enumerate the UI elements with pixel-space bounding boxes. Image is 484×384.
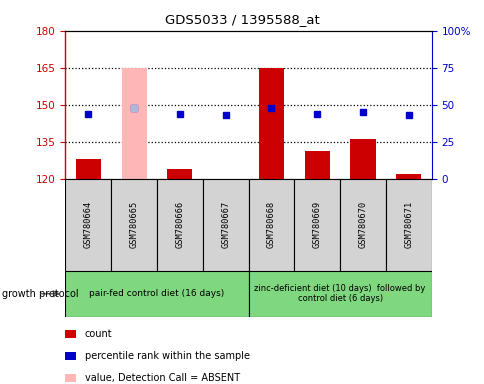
Text: value, Detection Call = ABSENT: value, Detection Call = ABSENT (85, 373, 240, 383)
Bar (121, 68, 147, 179)
Text: GSM780664: GSM780664 (84, 201, 92, 248)
Bar (65, 374, 76, 382)
Text: GSM780666: GSM780666 (175, 201, 184, 248)
Text: percentile rank within the sample: percentile rank within the sample (85, 351, 249, 361)
Bar (304, 151, 329, 179)
Text: GSM780671: GSM780671 (404, 201, 412, 248)
Bar (258, 68, 284, 179)
Bar (167, 169, 192, 179)
Bar (248, 271, 431, 317)
Bar (65, 179, 111, 271)
Bar (248, 179, 294, 271)
Bar (212, 179, 238, 184)
Bar (395, 174, 421, 179)
Bar (202, 179, 248, 271)
Text: pair-fed control diet (16 days): pair-fed control diet (16 days) (89, 289, 224, 298)
Bar (294, 179, 339, 271)
Text: GDS5033 / 1395588_at: GDS5033 / 1395588_at (165, 13, 319, 26)
Text: growth protocol: growth protocol (2, 289, 79, 299)
Text: GSM780667: GSM780667 (221, 201, 230, 248)
Text: zinc-deficient diet (10 days)  followed by
control diet (6 days): zinc-deficient diet (10 days) followed b… (254, 284, 425, 303)
Text: GSM780669: GSM780669 (312, 201, 321, 248)
Bar (385, 179, 431, 271)
Text: GSM780668: GSM780668 (266, 201, 275, 248)
Text: GSM780665: GSM780665 (129, 201, 138, 248)
Text: GSM780670: GSM780670 (358, 201, 367, 248)
Bar (339, 179, 385, 271)
Bar (76, 159, 101, 179)
Bar (349, 139, 375, 179)
Bar (111, 179, 157, 271)
Text: count: count (85, 329, 112, 339)
Bar (65, 352, 76, 360)
Bar (65, 330, 76, 338)
Bar (157, 179, 202, 271)
Bar (65, 271, 248, 317)
